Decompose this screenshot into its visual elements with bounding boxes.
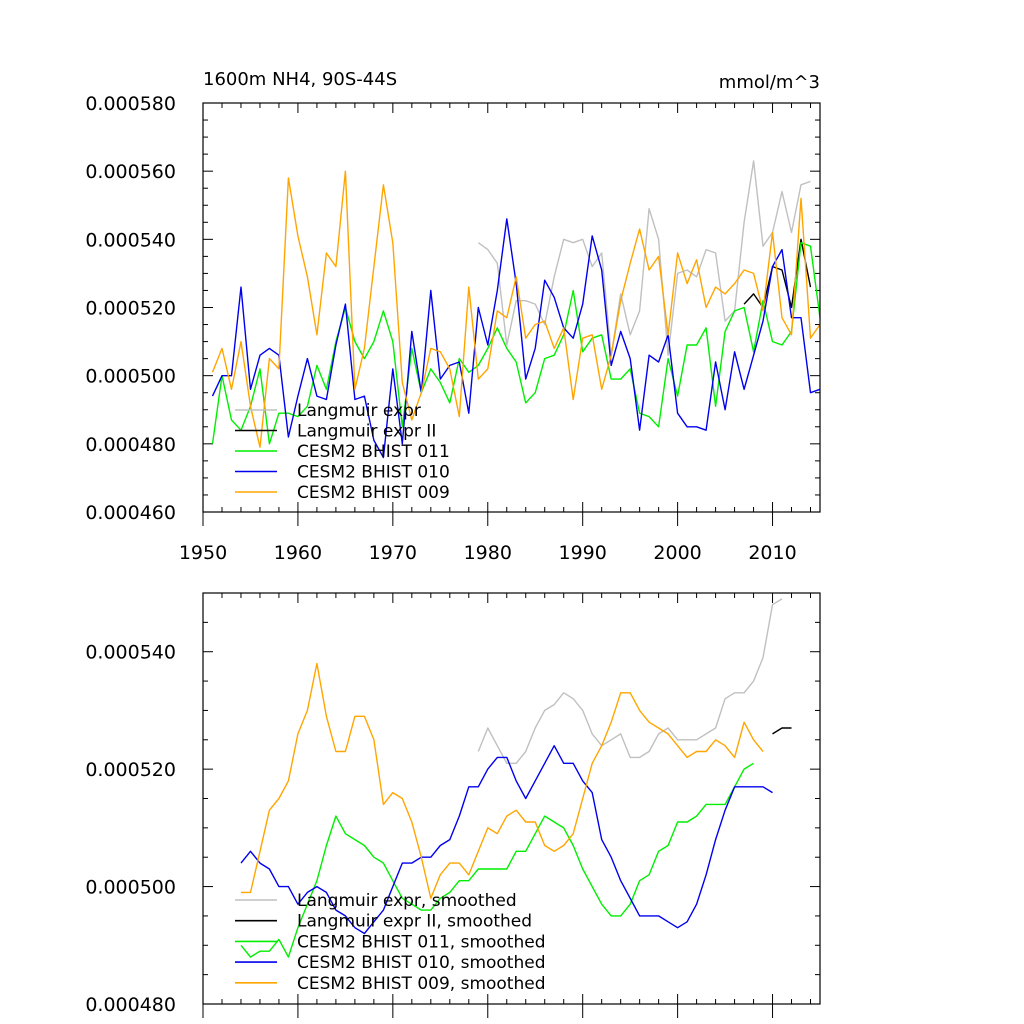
top-y-tick-label: 0.000500	[85, 366, 176, 388]
top-series-cesm2-bhist-009	[211, 170, 821, 448]
top-panel-units: mmol/m^3	[719, 72, 820, 93]
top-y-tick-label: 0.000460	[85, 502, 176, 524]
top-panel-title: 1600m NH4, 90S-44S	[203, 69, 397, 90]
top-panel-series	[211, 160, 821, 459]
top-x-tick-label: 1990	[559, 542, 607, 564]
bottom-panel-frame	[202, 592, 821, 1005]
bottom-series-langmuir-expr-smoothed	[477, 598, 783, 764]
bottom-panel-series	[240, 598, 792, 958]
bottom-series-cesm2-bhist-009-smoothed	[241, 662, 764, 899]
top-x-tick-label: 1980	[464, 542, 512, 564]
bottom-y-tick-label: 0.000540	[85, 642, 176, 664]
bottom-legend-label-langmuir-expr-smoothed: Langmuir expr, smoothed	[297, 891, 517, 911]
top-series-cesm2-bhist-010	[211, 218, 821, 459]
top-panel: 1600m NH4, 90S-44S mmol/m^3 0.0004600.00…	[85, 69, 821, 564]
bottom-y-tick-label: 0.000480	[85, 994, 176, 1016]
top-y-tick-label: 0.000520	[85, 298, 176, 320]
top-y-tick-label: 0.000560	[85, 161, 176, 183]
bottom-panel: 0.000480 0.000500 0.000520 0.000540 Langmui…	[85, 592, 821, 1018]
top-y-tick-label: 0.000480	[85, 434, 176, 456]
top-legend-label-langmuir-expr: Langmuir expr	[297, 401, 421, 421]
top-x-tick-label: 1970	[369, 542, 417, 564]
top-legend-label-langmuir-expr-ii: Langmuir expr II	[297, 422, 436, 442]
bottom-legend-label-cesm2-bhist-009-smoothed: CESM2 BHIST 009, smoothed	[297, 974, 546, 994]
bottom-series-langmuir-expr-ii-smoothed	[772, 727, 792, 735]
bottom-y-tick-label: 0.000520	[85, 759, 176, 781]
top-legend-label-cesm2-bhist-009: CESM2 BHIST 009	[297, 483, 450, 503]
bottom-legend-label-cesm2-bhist-010-smoothed: CESM2 BHIST 010, smoothed	[297, 953, 546, 973]
top-series-langmuir-expr-ii	[743, 238, 812, 309]
bottom-series-cesm2-bhist-010-smoothed	[240, 745, 773, 935]
top-x-tick-label: 2000	[653, 542, 701, 564]
bottom-legend-label-cesm2-bhist-011-smoothed: CESM2 BHIST 011, smoothed	[297, 932, 546, 952]
bottom-y-tick-label: 0.000500	[85, 877, 176, 899]
bottom-legend-label-langmuir-expr-ii-smoothed: Langmuir expr II, smoothed	[297, 912, 532, 932]
top-panel-frame	[202, 102, 821, 513]
top-x-tick-label: 2010	[748, 542, 796, 564]
top-panel-ticks: 0.000460 0.000480 0.000500 0.000520 0.000540…	[85, 93, 820, 564]
top-x-tick-label: 1960	[274, 542, 322, 564]
top-series-langmuir-expr	[477, 160, 811, 356]
top-legend-label-cesm2-bhist-011: CESM2 BHIST 011	[297, 442, 450, 462]
bottom-series-cesm2-bhist-011-smoothed	[240, 762, 754, 958]
top-legend-label-cesm2-bhist-010: CESM2 BHIST 010	[297, 463, 450, 483]
top-y-tick-label: 0.000540	[85, 229, 176, 251]
top-y-tick-label: 0.000580	[85, 93, 176, 115]
top-x-tick-label: 1950	[179, 542, 227, 564]
bottom-panel-ticks: 0.000480 0.000500 0.000520 0.000540	[85, 592, 820, 1018]
